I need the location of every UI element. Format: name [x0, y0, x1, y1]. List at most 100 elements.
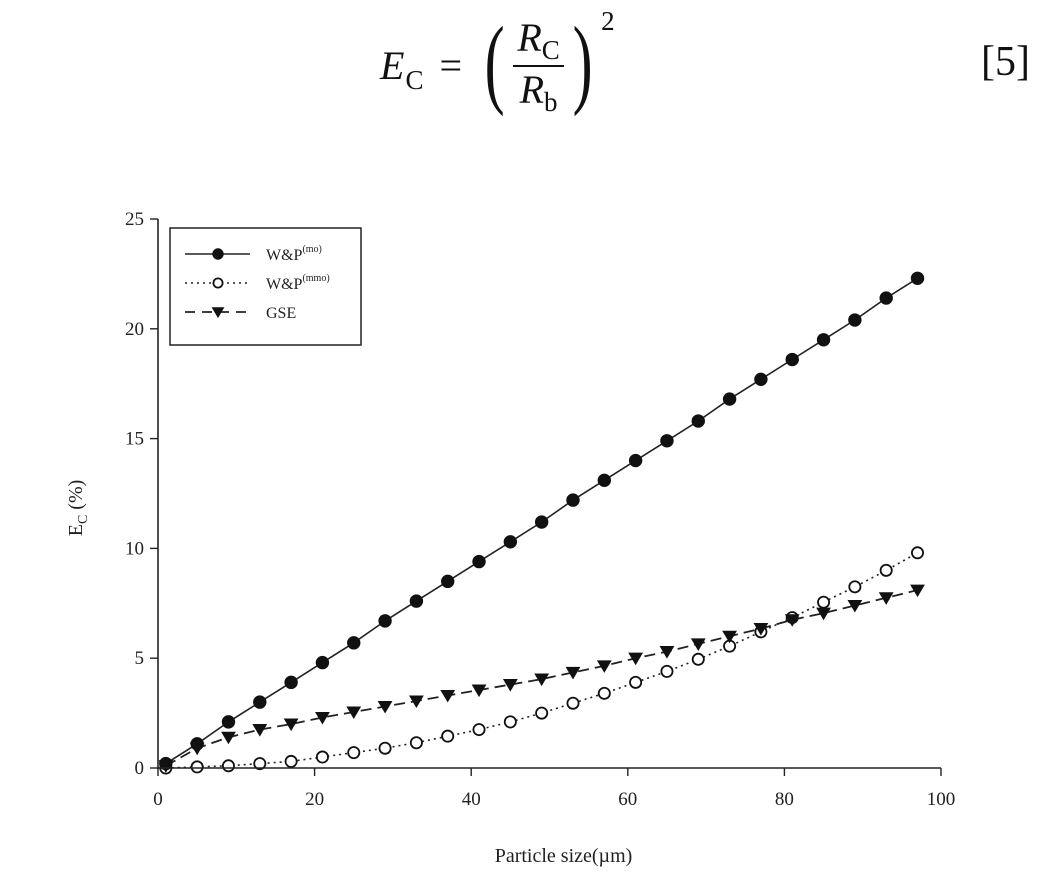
data-point — [754, 372, 768, 387]
data-point — [190, 760, 204, 774]
data-point — [597, 686, 611, 700]
data-point — [378, 741, 392, 755]
data-point — [253, 757, 267, 771]
y-axis-title: EC (%) — [65, 480, 91, 537]
x-tick-label: 60 — [618, 789, 637, 810]
data-point — [784, 614, 800, 627]
data-point — [596, 660, 612, 673]
data-point — [377, 700, 393, 714]
series-filled-circle — [159, 271, 925, 771]
data-point — [628, 453, 643, 468]
denominator-symbol: R — [519, 66, 545, 112]
data-point — [441, 729, 455, 743]
data-point — [659, 646, 675, 659]
data-point — [503, 715, 517, 729]
y-tick-label: 25 — [125, 209, 144, 230]
legend-label: W&P(mmo) — [266, 273, 330, 293]
data-point — [408, 695, 424, 709]
series-open-circle — [159, 546, 925, 775]
equation-open-paren: ( — [484, 5, 505, 117]
y-tick-label: 5 — [135, 648, 145, 669]
equation-numerator: RC — [513, 15, 563, 65]
x-tick-label: 20 — [305, 789, 324, 810]
data-point — [221, 715, 236, 729]
x-tick-label: 100 — [927, 789, 956, 810]
data-point — [566, 493, 580, 507]
data-point — [817, 595, 831, 609]
data-point — [378, 614, 392, 628]
data-point — [503, 535, 518, 549]
numerator-subscript: C — [541, 34, 560, 65]
data-point — [848, 313, 862, 327]
y-tick-label: 10 — [125, 538, 144, 559]
y-tick-label: 20 — [125, 319, 144, 340]
x-tick-label: 0 — [153, 789, 163, 810]
equation-denominator: Rb — [516, 67, 562, 117]
data-point — [409, 736, 423, 750]
series-filled-down-triangle — [158, 584, 925, 773]
legend-box — [169, 227, 362, 346]
data-point — [816, 333, 831, 347]
data-point — [878, 592, 894, 605]
y-tick-label: 0 — [135, 758, 145, 779]
data-point — [629, 675, 643, 689]
legend-label: W&P(mo) — [266, 244, 322, 264]
legend-marker — [212, 248, 224, 260]
data-point — [252, 724, 268, 737]
y-tick-label: 15 — [125, 429, 144, 450]
equation-lhs-symbol: E — [380, 43, 405, 88]
data-point — [221, 731, 236, 745]
data-point — [159, 756, 173, 771]
numerator-symbol: R — [517, 14, 542, 60]
data-point — [722, 630, 737, 644]
data-point — [472, 554, 486, 569]
data-point — [691, 652, 705, 666]
series-line — [165, 552, 918, 769]
data-point — [753, 623, 769, 636]
equation-fraction: RC Rb — [513, 15, 564, 117]
denominator-subscript: b — [544, 86, 558, 117]
data-point — [284, 675, 298, 690]
data-point — [660, 434, 674, 448]
data-point — [502, 679, 518, 692]
data-point — [471, 684, 487, 698]
data-point — [628, 652, 644, 666]
data-point — [283, 718, 299, 732]
data-point — [315, 711, 330, 725]
legend: W&P(mo) W&P(mmo) GSE — [169, 227, 362, 346]
data-point — [253, 695, 267, 709]
data-point — [347, 636, 361, 650]
axes: 0 5 10 15 20 25 0 20 40 60 80 100 Particle size(µm) E… — [65, 209, 955, 867]
data-point — [816, 607, 831, 621]
data-point — [690, 638, 706, 651]
data-point — [535, 706, 549, 720]
data-point — [440, 689, 456, 703]
data-point — [190, 737, 204, 751]
equation-lhs-subscript: C — [405, 65, 424, 95]
data-point — [847, 599, 863, 613]
data-point — [441, 574, 455, 589]
data-point — [534, 673, 550, 687]
equation-lhs: EC — [380, 42, 423, 95]
data-point — [534, 515, 549, 529]
x-tick-label: 80 — [775, 789, 794, 810]
equation-equals: = — [439, 43, 463, 88]
data-point — [315, 750, 329, 764]
data-point — [472, 723, 486, 737]
data-point — [879, 291, 893, 305]
data-point — [221, 759, 235, 773]
data-point — [409, 594, 424, 608]
data-point — [597, 473, 612, 488]
equation: EC = ( RC Rb ) 2 — [380, 5, 615, 123]
data-point — [566, 696, 580, 710]
data-point — [848, 580, 862, 594]
data-point — [315, 655, 330, 670]
data-point — [910, 271, 925, 285]
plot-area — [158, 271, 925, 775]
data-point — [347, 746, 361, 760]
fraction-bar — [513, 64, 564, 67]
equation-block: EC = ( RC Rb ) 2 [5] — [0, 0, 1042, 130]
data-point — [722, 392, 737, 406]
legend-label: GSE — [266, 305, 296, 322]
